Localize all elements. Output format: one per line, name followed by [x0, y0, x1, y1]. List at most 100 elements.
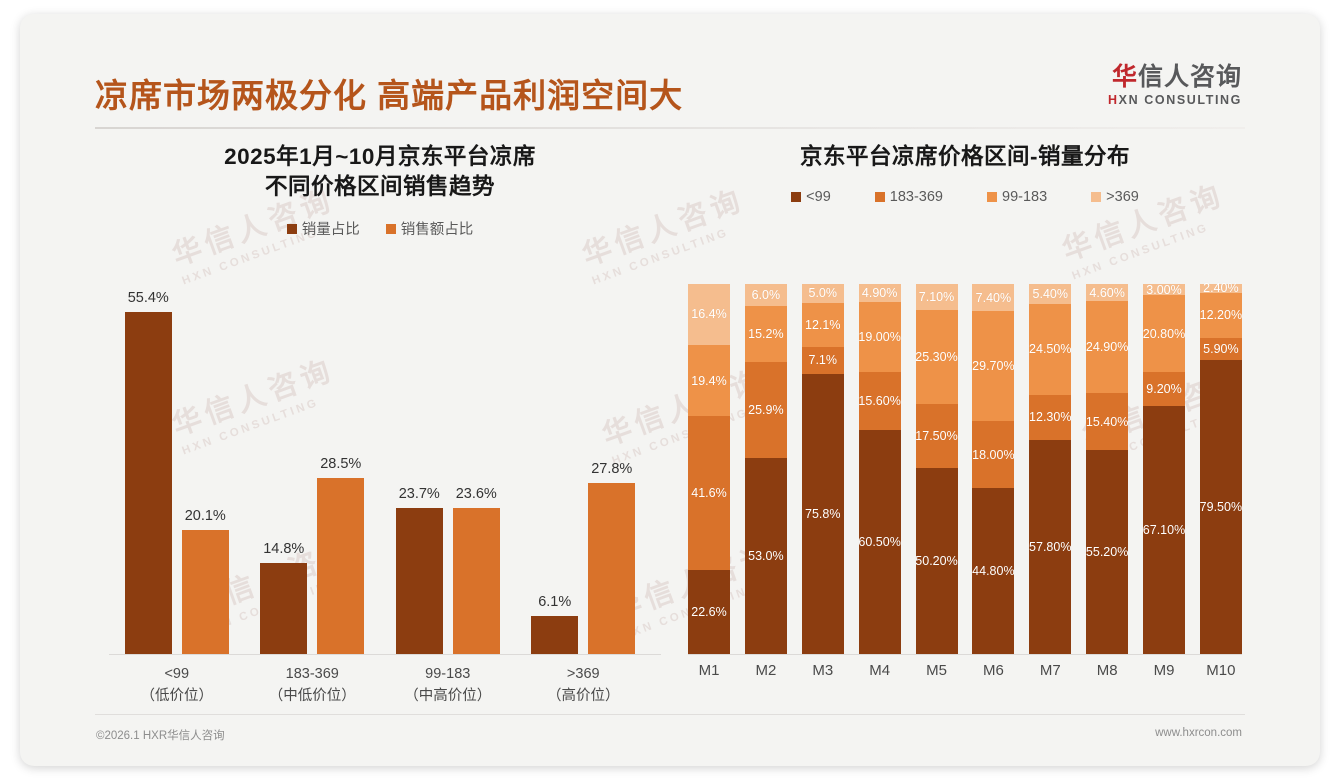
stacked-bar-segment[interactable]: 18.00%: [972, 421, 1015, 489]
stacked-bar-segment[interactable]: 5.40%: [1029, 284, 1072, 304]
bar-column[interactable]: 14.8%: [260, 284, 308, 654]
stacked-bar-segment[interactable]: 24.50%: [1029, 304, 1071, 395]
bar-column[interactable]: 6.1%: [531, 284, 579, 654]
bar-rect[interactable]: [317, 478, 365, 654]
bar-column[interactable]: 20.1%: [181, 284, 229, 654]
legend-item-right-0[interactable]: <99: [791, 189, 831, 205]
stacked-bar-segment[interactable]: 19.00%: [858, 302, 901, 373]
x-axis-label-tier: （高价位）: [547, 687, 620, 704]
stacked-bar-segment[interactable]: 16.4%: [688, 284, 730, 345]
legend-item-right-2[interactable]: 99-183: [987, 189, 1047, 205]
stacked-bar-segment[interactable]: 5.90%: [1199, 338, 1242, 360]
stacked-bar-segment[interactable]: 4.60%: [1086, 284, 1129, 302]
stacked-bar-segment[interactable]: 25.9%: [744, 362, 787, 459]
bar-rect[interactable]: [452, 508, 500, 654]
x-axis-label-range: >369: [566, 666, 600, 682]
stacked-bar-segment[interactable]: 50.20%: [915, 468, 958, 654]
x-axis-label: >369 （高价位）: [516, 664, 652, 724]
stacked-bar-segment[interactable]: 12.20%: [1200, 292, 1242, 339]
stacked-bar-segment[interactable]: 7.40%: [972, 284, 1015, 312]
segment-value-label: 17.50%: [915, 429, 958, 444]
stacked-bar-column[interactable]: 7.10% 25.30% 17.50% 50.20%: [915, 284, 958, 654]
stacked-bar-segment[interactable]: 22.6%: [688, 570, 730, 654]
segment-value-label: 9.20%: [1146, 381, 1182, 396]
x-axis-label-tier: （低价位）: [140, 687, 214, 704]
stacked-bar-segment[interactable]: 67.10%: [1143, 405, 1185, 654]
bar-group: 55.4% 20.1%: [109, 284, 245, 654]
stacked-bar-segment[interactable]: 25.30%: [915, 310, 958, 404]
stacked-bar-segment[interactable]: 12.30%: [1029, 394, 1071, 441]
stacked-bar-segment[interactable]: 15.40%: [1086, 393, 1128, 450]
legend-item-left-1[interactable]: 销售额占比: [385, 218, 473, 239]
stacked-bar-column[interactable]: 5.0% 12.1% 7.1% 75.8%: [801, 284, 844, 654]
stacked-bar-column[interactable]: 3.00% 20.80% 9.20% 67.10%: [1143, 283, 1185, 654]
stacked-bar-column[interactable]: 7.40% 29.70% 18.00% 44.80%: [972, 284, 1015, 654]
logo-en-text: HXN CONSULTING: [1108, 93, 1242, 107]
stacked-bar-segment[interactable]: 29.70%: [972, 311, 1015, 422]
stacked-bar-column[interactable]: 4.60% 24.90% 15.40% 55.20%: [1086, 284, 1128, 654]
bar-column[interactable]: 23.7%: [395, 284, 443, 654]
legend-swatch-icon: [874, 191, 885, 202]
right-chart-title: 京东平台凉席价格区间-销量分布: [800, 144, 1130, 169]
stacked-bar-segment[interactable]: 15.2%: [744, 306, 787, 363]
left-chart-title-line2: 不同价格区间销售趋势: [264, 173, 495, 199]
segment-value-label: 15.2%: [748, 327, 784, 342]
segment-value-label: 20.80%: [1142, 326, 1186, 341]
stacked-bar-segment[interactable]: 60.50%: [858, 430, 901, 654]
bar-rect[interactable]: [395, 508, 443, 654]
stacked-bar-column[interactable]: 5.40% 24.50% 12.30% 57.80%: [1029, 284, 1071, 654]
stacked-bar-column[interactable]: 2.40% 12.20% 5.90% 79.50%: [1199, 281, 1242, 654]
x-axis-label: M9: [1153, 662, 1175, 679]
x-axis-label: M4: [869, 662, 891, 679]
stacked-bar-segment[interactable]: 15.60%: [858, 372, 901, 431]
bar-column[interactable]: 55.4%: [124, 284, 172, 654]
stacked-bar-segment[interactable]: 7.1%: [801, 347, 844, 374]
stacked-bar-segment[interactable]: 6.0%: [744, 284, 787, 307]
stacked-bar-segment[interactable]: 44.80%: [972, 488, 1015, 654]
stacked-bar-segment[interactable]: 9.20%: [1143, 371, 1185, 406]
stacked-bar-segment[interactable]: 57.80%: [1029, 440, 1071, 654]
bar-column[interactable]: 28.5%: [317, 284, 365, 654]
legend-item-right-3[interactable]: >369: [1091, 189, 1139, 205]
stacked-bar-segment[interactable]: 20.80%: [1143, 295, 1185, 372]
stacked-bar-segment[interactable]: 2.40%: [1199, 281, 1242, 296]
segment-value-label: 75.8%: [805, 506, 841, 521]
bar-rect[interactable]: [588, 483, 636, 654]
bar-value-label: 55.4%: [127, 290, 169, 306]
x-axis-label: M5: [926, 662, 947, 679]
segment-value-label: 22.6%: [691, 605, 727, 620]
legend-swatch-icon: [286, 223, 297, 234]
stacked-bar-segment[interactable]: 3.00%: [1143, 283, 1185, 297]
legend-swatch-icon: [987, 191, 997, 202]
bar-column[interactable]: 23.6%: [452, 284, 500, 654]
bar-rect[interactable]: [181, 530, 229, 654]
segment-value-label: 19.00%: [858, 330, 901, 345]
legend-item-right-1[interactable]: 183-369: [874, 189, 943, 205]
segment-value-label: 5.0%: [808, 286, 838, 301]
stacked-bar-segment[interactable]: 55.20%: [1086, 449, 1128, 654]
stacked-bar-segment[interactable]: 12.1%: [801, 302, 844, 348]
stacked-bar-segment[interactable]: 24.90%: [1086, 301, 1128, 394]
bar-rect[interactable]: [260, 563, 308, 654]
stacked-bar-column[interactable]: 16.4% 19.4% 41.6% 22.6%: [688, 284, 730, 654]
stacked-bar-segment[interactable]: 75.8%: [801, 373, 844, 654]
legend-swatch-icon: [1091, 191, 1102, 202]
bar-column[interactable]: 27.8%: [588, 284, 636, 654]
stacked-bar-segment[interactable]: 53.0%: [744, 458, 787, 654]
stacked-bar-segment[interactable]: 17.50%: [915, 403, 958, 469]
bar-value-label: 6.1%: [538, 594, 572, 610]
stacked-bar-segment[interactable]: 4.90%: [858, 284, 901, 303]
legend-item-left-0[interactable]: 销量占比: [286, 218, 360, 239]
bar-rect[interactable]: [531, 616, 579, 654]
stacked-bar-segment[interactable]: 5.0%: [801, 284, 844, 303]
stacked-bar-column[interactable]: 4.90% 19.00% 15.60% 60.50%: [858, 284, 901, 654]
stacked-bar-segment[interactable]: 19.4%: [688, 344, 730, 417]
bar-rect[interactable]: [124, 312, 172, 654]
stacked-bar-segment[interactable]: 41.6%: [688, 416, 730, 571]
stacked-bar-segment[interactable]: 7.10%: [915, 284, 958, 311]
left-chart-title-line1: 2025年1月~10月京东平台凉席: [224, 144, 536, 169]
stacked-bar-column[interactable]: 6.0% 15.2% 25.9% 53.0%: [744, 284, 787, 654]
x-axis-label-range: 183-369: [285, 666, 339, 682]
stacked-bar-segment[interactable]: 79.50%: [1200, 359, 1242, 654]
segment-value-label: 2.40%: [1203, 281, 1239, 296]
